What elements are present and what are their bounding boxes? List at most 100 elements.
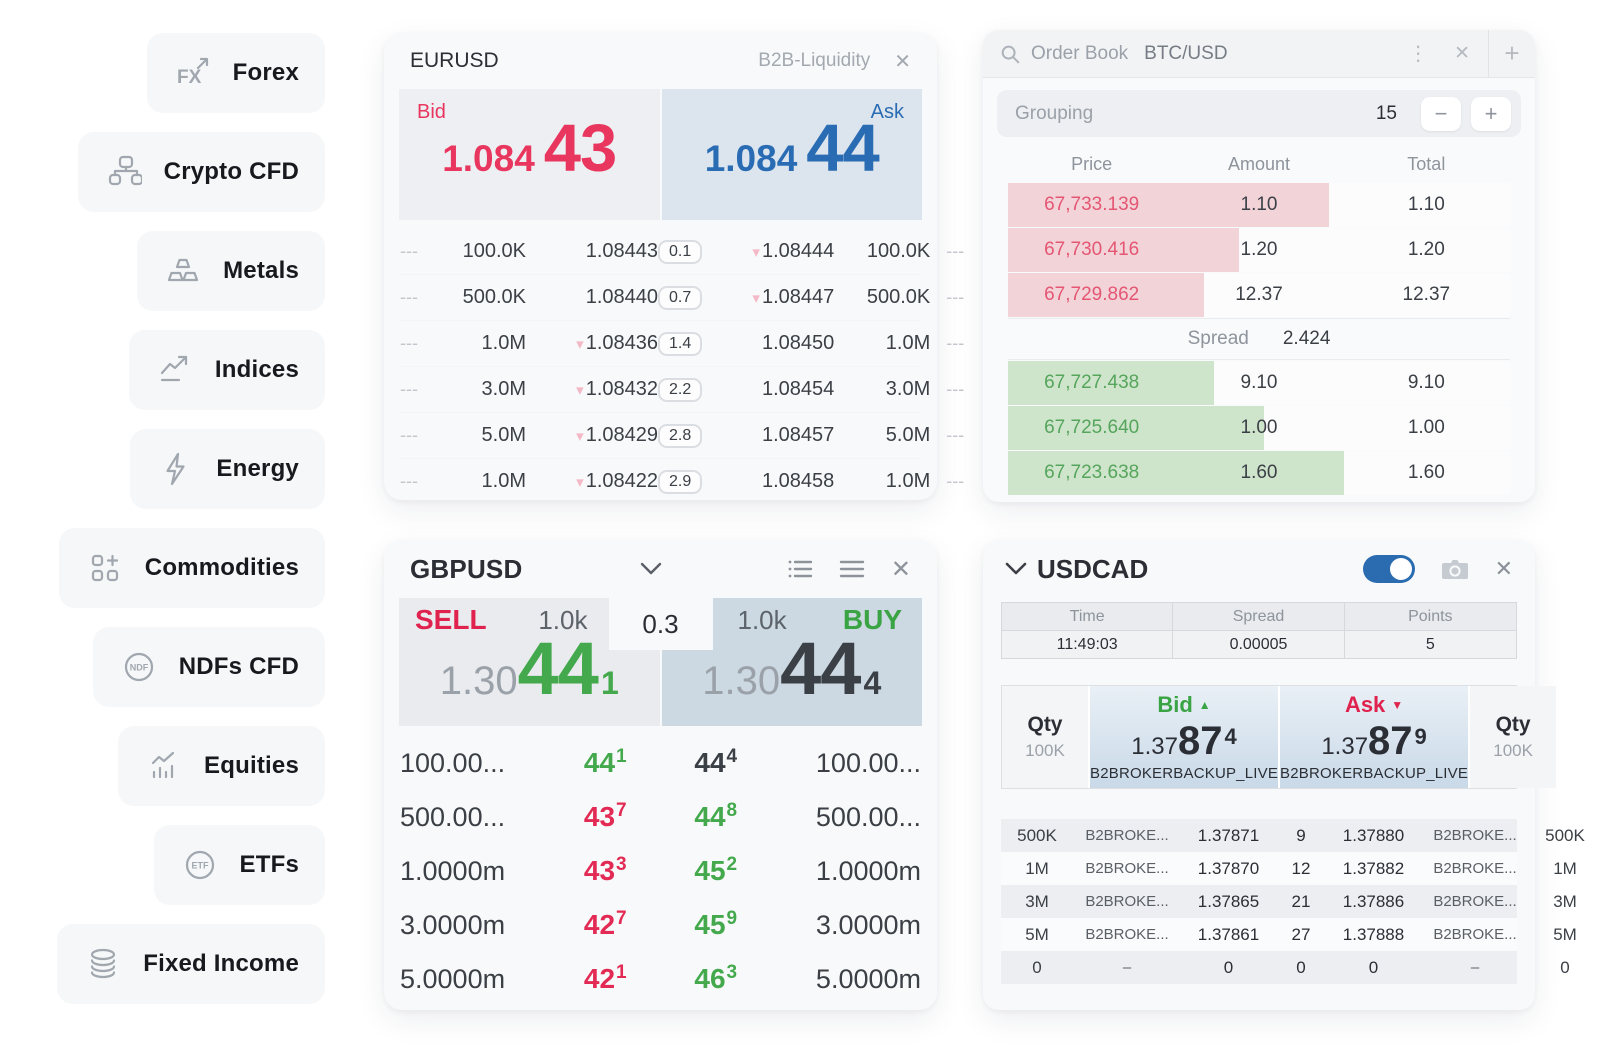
depth-row[interactable]: 100.00... 441 444 100.00... bbox=[400, 736, 921, 790]
depth-row[interactable]: --- 1.0M ▾ 1.08422 2.9 1.08458 1.0M --- bbox=[400, 470, 965, 494]
eurusd-market-depth-widget: EURUSD B2B-Liquidity ✕ Bid 1.084 43 Ask … bbox=[384, 33, 965, 500]
chevron-down-icon[interactable] bbox=[1005, 562, 1027, 576]
widget-header: Order Book BTC/USD ⋮ ✕ + bbox=[983, 30, 1535, 78]
sidebar-item-ndfs-cfd[interactable]: NDF NDFs CFD bbox=[92, 627, 325, 707]
depth-bar bbox=[1008, 406, 1265, 450]
volume-right: 3.0000m bbox=[815, 909, 921, 940]
bar-chart-icon bbox=[144, 746, 184, 786]
price-down-icon: ▾ bbox=[752, 290, 760, 307]
volume-right: 500.00... bbox=[815, 801, 921, 832]
depth-row[interactable]: 500.00... 437 448 500.00... bbox=[400, 790, 921, 844]
buy-price: 448 bbox=[694, 800, 738, 832]
grouping-decrease-button[interactable]: − bbox=[1421, 96, 1461, 131]
menu-icon[interactable] bbox=[839, 557, 865, 581]
bid-quote-panel[interactable]: Bid 1.084 43 bbox=[399, 89, 660, 220]
sell-buy-panels: SELL 1.0k 1.30 44 1 1.0k BUY 1.30 44 4 bbox=[399, 598, 922, 726]
close-icon[interactable]: ✕ bbox=[890, 555, 911, 583]
ask-price: 1.08458 bbox=[761, 470, 835, 492]
sidebar-item-fixed-income[interactable]: Fixed Income bbox=[57, 924, 325, 1004]
ask-volume: 5.0M bbox=[885, 424, 931, 446]
ask-row[interactable]: 67,730.416 1.20 1.20 bbox=[1008, 228, 1510, 272]
depth-row[interactable]: --- 100.0K 1.08443 0.1 ▾ 1.08444 100.0K -… bbox=[400, 240, 965, 264]
bid-price: 67,725.640 bbox=[1044, 417, 1140, 438]
bid-price: 1.08443 bbox=[585, 240, 658, 262]
kebab-menu-icon[interactable]: ⋮ bbox=[1408, 43, 1429, 65]
ask-volume: 500.0K bbox=[866, 286, 931, 308]
widget-header: GBPUSD ✕ bbox=[384, 540, 937, 598]
ask-row[interactable]: 67,729.862 12.37 12.37 bbox=[1008, 273, 1510, 317]
grid-plus-icon bbox=[85, 548, 125, 588]
bid-price: 1.08440 bbox=[585, 286, 658, 308]
spread-badge: 2.2 bbox=[658, 378, 703, 402]
sidebar-item-label: NDFs CFD bbox=[178, 653, 299, 680]
time-value: 11:49:03 bbox=[1002, 631, 1174, 659]
sidebar-item-label: Energy bbox=[216, 455, 299, 482]
ask-row[interactable]: 67,733.139 1.10 1.10 bbox=[1008, 183, 1510, 227]
amount-column-header: Amount bbox=[1227, 153, 1291, 174]
depth-row[interactable]: --- 5.0M ▾ 1.08429 2.8 1.08457 5.0M --- bbox=[400, 424, 965, 448]
depth-row[interactable]: 0 – 0 0 0 – 0 bbox=[1001, 951, 1570, 984]
sidebar-item-crypto-cfd[interactable]: Crypto CFD bbox=[77, 132, 325, 212]
close-icon[interactable]: ✕ bbox=[1454, 43, 1470, 64]
sidebar-item-label: ETFs bbox=[239, 851, 299, 878]
sidebar-item-energy[interactable]: Energy bbox=[130, 429, 325, 509]
sell-quantity: 1.0k bbox=[538, 604, 588, 635]
depth-row[interactable]: 500K B2BROKE... 1.37871 9 1.37880 B2BROK… bbox=[1001, 819, 1585, 852]
depth-row[interactable]: 5.0000m 421 463 5.0000m bbox=[400, 952, 921, 1006]
depth-row[interactable]: 3M B2BROKE... 1.37865 21 1.37886 B2BROKE… bbox=[1001, 885, 1577, 918]
depth-row[interactable]: 3.0000m 427 459 3.0000m bbox=[400, 898, 921, 952]
depth-ladder: 100.00... 441 444 100.00... 500.00... 43… bbox=[384, 726, 937, 1006]
list-view-icon[interactable] bbox=[787, 557, 813, 581]
close-icon[interactable]: ✕ bbox=[894, 50, 911, 73]
bid-row[interactable]: 67,725.640 1.00 1.00 bbox=[1008, 406, 1510, 450]
sell-label: SELL bbox=[415, 604, 487, 635]
close-icon[interactable]: ✕ bbox=[1494, 556, 1513, 581]
buy-quantity: 1.0k bbox=[737, 604, 787, 635]
camera-icon[interactable] bbox=[1441, 557, 1469, 581]
sidebar-item-equities[interactable]: Equities bbox=[118, 726, 325, 806]
depth-bar bbox=[1008, 361, 1214, 405]
depth-row[interactable]: --- 500.0K 1.08440 0.7 ▾ 1.08447 500.0K -… bbox=[400, 286, 965, 310]
sell-price: 433 bbox=[583, 854, 627, 886]
bid-row[interactable]: 67,727.438 9.10 9.10 bbox=[1008, 361, 1510, 405]
sidebar-item-label: Crypto CFD bbox=[163, 158, 299, 185]
column-headers: Price Amount Total bbox=[1008, 145, 1510, 183]
grouping-increase-button[interactable]: + bbox=[1471, 96, 1511, 131]
live-toggle[interactable] bbox=[1362, 555, 1415, 583]
sidebar-item-etfs[interactable]: ETF ETFs bbox=[153, 825, 325, 905]
sidebar-item-commodities[interactable]: Commodities bbox=[58, 528, 325, 608]
points-header: Points bbox=[1344, 603, 1516, 631]
sidebar-item-metals[interactable]: Metals bbox=[137, 231, 325, 311]
amount: 1.10 bbox=[1240, 194, 1278, 215]
depth-row[interactable]: 1M B2BROKE... 1.37870 12 1.37882 B2BROKE… bbox=[1001, 852, 1577, 885]
sidebar-item-indices[interactable]: Indices bbox=[128, 330, 325, 410]
down-arrow-icon: ▼ bbox=[1391, 698, 1404, 712]
bid-price: 67,727.438 bbox=[1044, 372, 1140, 393]
volume-left: 5.0000m bbox=[400, 963, 506, 994]
ask-price: 1.084 44 bbox=[704, 111, 880, 186]
sidebar-item-label: Fixed Income bbox=[143, 950, 299, 977]
spread-badge: 0.1 bbox=[658, 240, 703, 264]
depth-row[interactable]: 5M B2BROKE... 1.37861 27 1.37888 B2BROKE… bbox=[1001, 918, 1577, 951]
add-tab-icon[interactable]: + bbox=[1488, 30, 1535, 77]
bid-price: ▾ 1.08436 bbox=[576, 332, 658, 354]
bid-price: 1.084 43 bbox=[442, 111, 617, 186]
depth-row[interactable]: 1.0000m 433 452 1.0000m bbox=[400, 844, 921, 898]
search-icon[interactable] bbox=[999, 43, 1021, 65]
ask-quote-panel[interactable]: Ask 1.084 44 bbox=[661, 89, 922, 220]
bid-row[interactable]: 67,723.638 1.60 1.60 bbox=[1008, 451, 1510, 495]
depth-row[interactable]: --- 3.0M ▾ 1.08432 2.2 1.08454 3.0M --- bbox=[400, 378, 965, 402]
ask-panel[interactable]: Ask ▼ 1.37 87 9 B2BROKERBACKUP_LIVE bbox=[1280, 686, 1469, 788]
price-down-icon: ▾ bbox=[576, 336, 584, 353]
lightning-icon bbox=[156, 449, 196, 489]
bid-price: 67,723.638 bbox=[1044, 462, 1140, 483]
sell-price: 437 bbox=[583, 800, 627, 832]
total: 1.20 bbox=[1407, 239, 1445, 260]
bid-panel[interactable]: Bid ▲ 1.37 87 4 B2BROKERBACKUP_LIVE bbox=[1090, 686, 1279, 788]
buy-price: 452 bbox=[694, 854, 738, 886]
grouping-bar: Grouping 15 − + bbox=[997, 90, 1521, 137]
sidebar-item-forex[interactable]: FX Forex bbox=[146, 33, 325, 113]
depth-row[interactable]: --- 1.0M ▾ 1.08436 1.4 1.08450 1.0M --- bbox=[400, 332, 965, 356]
chevron-down-icon[interactable] bbox=[640, 562, 662, 576]
